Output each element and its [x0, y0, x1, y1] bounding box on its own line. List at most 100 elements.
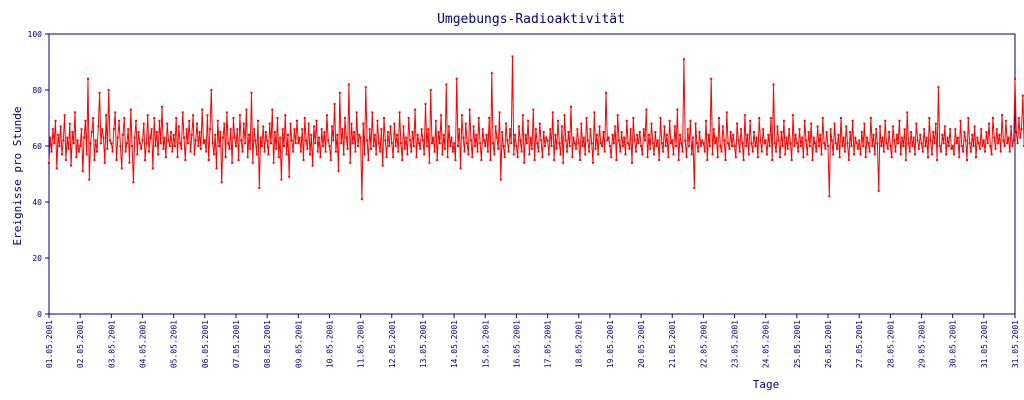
data-point: [964, 139, 967, 142]
data-point: [183, 136, 185, 139]
data-point: [215, 167, 218, 170]
data-point: [516, 156, 519, 159]
data-point: [479, 142, 482, 145]
data-point: [801, 136, 804, 139]
data-point: [606, 139, 609, 142]
data-point: [62, 139, 65, 142]
data-point: [966, 159, 968, 161]
x-tick-label: 26.05.2001: [824, 320, 833, 368]
data-point: [96, 150, 98, 153]
data-point: [250, 91, 253, 94]
x-tick-label: 09.05.2001: [294, 320, 303, 368]
data-point: [380, 128, 383, 131]
data-point: [502, 145, 505, 147]
data-point: [89, 142, 92, 145]
data-point: [812, 136, 815, 139]
data-point: [699, 145, 702, 147]
data-point: [521, 114, 524, 117]
data-point: [379, 150, 382, 153]
data-point: [677, 159, 680, 161]
data-point: [644, 139, 646, 142]
data-point: [347, 83, 350, 86]
data-point: [167, 139, 170, 142]
data-point: [538, 122, 541, 125]
data-point: [135, 119, 137, 122]
data-point: [588, 150, 591, 153]
data-point: [533, 159, 536, 161]
data-point: [307, 122, 310, 125]
data-point: [763, 142, 766, 145]
data-point: [128, 161, 131, 164]
data-point: [693, 187, 696, 189]
data-point: [388, 145, 391, 147]
data-point: [906, 111, 909, 114]
data-point: [586, 139, 589, 142]
data-point: [76, 139, 79, 142]
data-point: [375, 153, 378, 156]
x-tick-label: 03.05.2001: [107, 320, 116, 368]
data-point: [151, 167, 154, 170]
data-point: [467, 153, 470, 156]
data-point: [669, 142, 672, 145]
data-point: [766, 153, 768, 156]
data-point: [145, 142, 148, 145]
data-point: [197, 145, 200, 147]
data-point: [558, 142, 561, 145]
data-point: [441, 153, 444, 156]
data-point: [74, 111, 76, 114]
data-point: [636, 133, 639, 136]
data-point: [320, 128, 323, 131]
data-point: [843, 150, 846, 153]
data-point: [775, 150, 778, 153]
data-point: [566, 150, 569, 153]
data-point: [506, 139, 509, 142]
data-point: [779, 156, 781, 159]
data-point: [805, 139, 807, 142]
data-point: [806, 153, 809, 156]
data-point: [614, 125, 617, 128]
axes: [48, 33, 1016, 315]
data-point: [415, 156, 418, 159]
data-point: [701, 139, 704, 142]
data-point: [155, 131, 158, 133]
data-point: [344, 117, 346, 119]
data-point: [447, 125, 450, 128]
data-point: [815, 150, 818, 153]
data-point: [244, 142, 247, 145]
data-point: [416, 133, 419, 136]
data-point: [663, 125, 666, 128]
data-point: [710, 77, 713, 80]
data-point: [649, 147, 652, 150]
data-point: [464, 122, 467, 125]
data-point: [210, 89, 213, 91]
data-point: [845, 125, 848, 128]
data-point: [442, 133, 445, 136]
data-point: [68, 122, 71, 125]
data-point: [328, 145, 331, 147]
data-point: [276, 117, 279, 119]
data-point: [799, 145, 802, 147]
data-point: [821, 117, 824, 119]
data-point: [605, 91, 607, 94]
data-point: [662, 150, 665, 153]
data-point: [795, 142, 798, 145]
data-point: [1006, 142, 1009, 145]
data-point: [1008, 150, 1011, 153]
data-point: [90, 131, 93, 133]
data-point: [753, 131, 755, 133]
data-point: [959, 119, 962, 122]
data-point: [602, 131, 605, 133]
data-point: [362, 122, 365, 125]
data-point: [58, 145, 61, 147]
data-point: [997, 142, 1000, 145]
data-point: [764, 139, 767, 142]
data-point: [846, 142, 849, 145]
data-point: [237, 159, 240, 161]
data-point: [550, 145, 553, 147]
data-point: [288, 175, 291, 178]
data-point: [67, 147, 70, 150]
data-point: [570, 105, 572, 108]
x-tick-label: 30.05.2001: [949, 320, 958, 368]
data-point: [623, 136, 626, 139]
data-point: [1019, 136, 1022, 139]
